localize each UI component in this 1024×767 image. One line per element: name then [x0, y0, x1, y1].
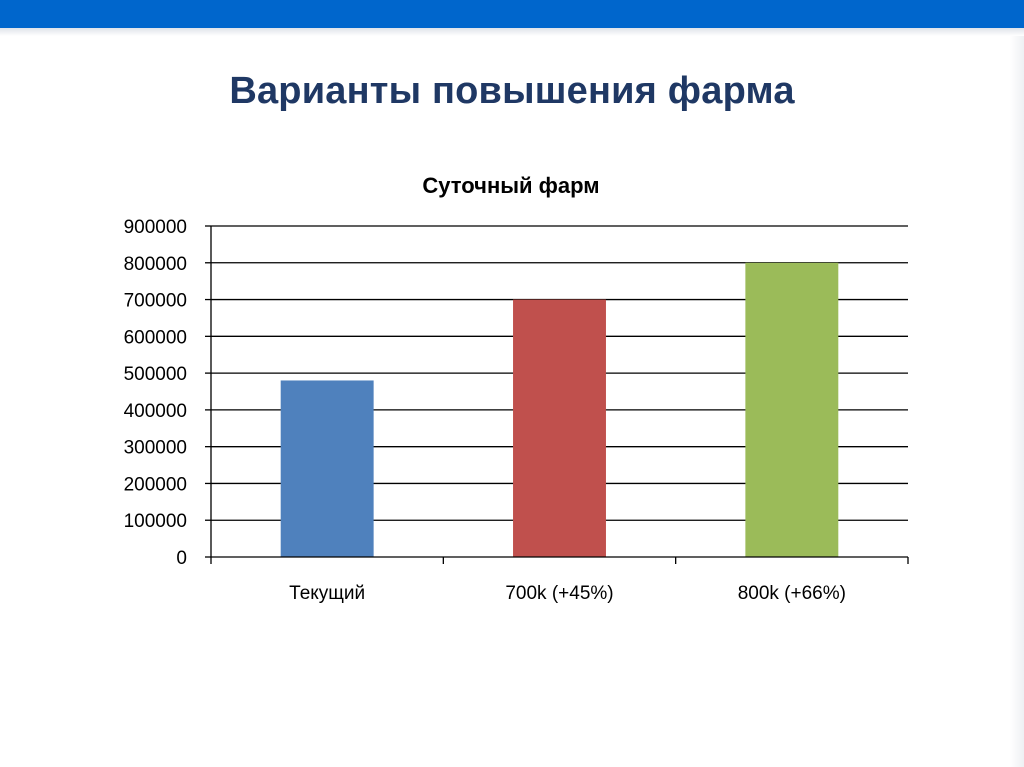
bars [280, 262, 839, 557]
bar-1 [280, 380, 374, 557]
y-tick-label: 500000 [124, 364, 187, 385]
x-category-label: 700k (+45%) [505, 583, 613, 604]
x-category-labels: Текущий 700k (+45%) 800k (+66%) [289, 583, 846, 604]
y-tick-label: 900000 [124, 217, 187, 238]
y-tick-label: 400000 [124, 401, 187, 422]
top-accent-bar [0, 0, 1024, 28]
bar-3 [745, 262, 839, 557]
slide-right-edge [1010, 36, 1024, 767]
x-category-label: Текущий [289, 583, 365, 604]
y-tick-label: 700000 [124, 291, 187, 312]
chart-title: Суточный фарм [422, 173, 599, 198]
y-tick-label: 600000 [124, 327, 187, 348]
y-tick-label: 300000 [124, 438, 187, 459]
y-tick-label: 800000 [124, 254, 187, 275]
slide-title: Варианты повышения фарма [229, 70, 795, 112]
bar-2 [513, 299, 606, 557]
y-tick-labels: 0 100000 200000 300000 400000 500000 600000 700… [124, 217, 187, 569]
axes [205, 225, 909, 564]
top-bar-shadow [0, 28, 1024, 36]
y-tick-label: 0 [176, 548, 187, 569]
y-tick-label: 100000 [124, 511, 187, 532]
y-tick-label: 200000 [124, 474, 187, 495]
x-category-label: 800k (+66%) [738, 583, 846, 604]
